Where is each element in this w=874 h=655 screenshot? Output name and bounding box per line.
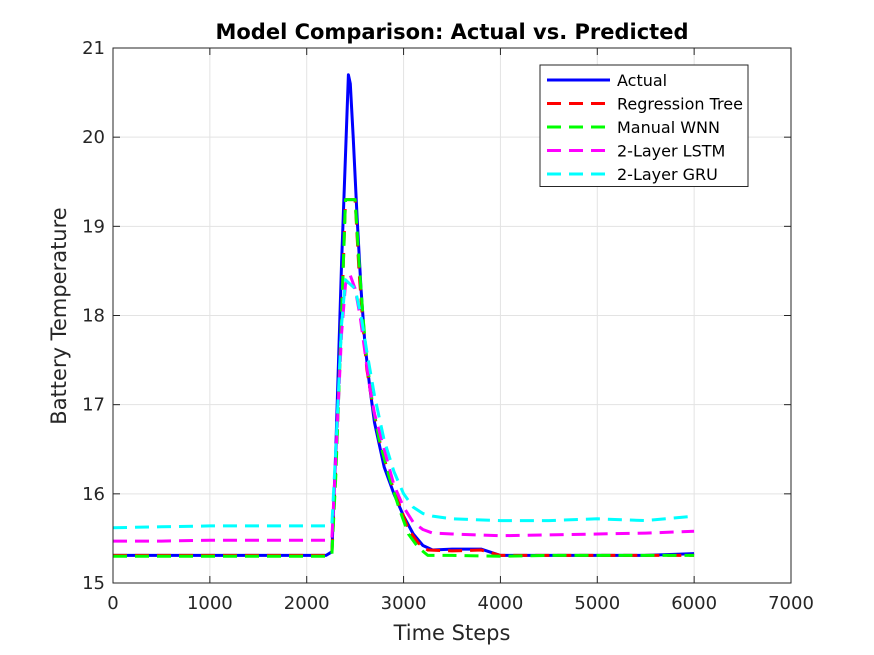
plot-series	[112, 73, 695, 558]
x-tick-label: 7000	[768, 593, 814, 614]
x-tick-label: 1000	[187, 593, 233, 614]
y-tick-label: 16	[82, 484, 105, 505]
y-tick-label: 19	[82, 216, 105, 237]
x-tick-label: 2000	[284, 593, 330, 614]
legend-label: Regression Tree	[617, 95, 743, 114]
legend: Actual Regression Tree Manual WNN 2-Layer L…	[539, 64, 749, 187]
axis-ticks: 0 1000 2000 3000 4000 5000 6000 7000 15 16 17 18 19 2…	[82, 38, 814, 614]
y-tick-label: 15	[82, 573, 105, 594]
legend-label: 2-Layer LSTM	[617, 142, 725, 161]
x-tick-label: 6000	[671, 593, 717, 614]
x-tick-label: 0	[107, 593, 118, 614]
y-tick-label: 20	[82, 127, 105, 148]
series-line-2-layer-gru	[112, 278, 695, 530]
x-axis-label: Time Steps	[393, 621, 511, 645]
x-tick-label: 4000	[478, 593, 524, 614]
x-tick-label: 3000	[381, 593, 427, 614]
y-axis-label: Battery Temperature	[47, 207, 71, 424]
y-tick-label: 17	[82, 395, 105, 416]
chart-title: Model Comparison: Actual vs. Predicted	[215, 20, 688, 44]
legend-label: Manual WNN	[617, 118, 720, 137]
x-tick-label: 5000	[574, 593, 620, 614]
series-line-2-layer-lstm	[113, 273, 695, 543]
legend-label: 2-Layer GRU	[617, 165, 718, 184]
y-tick-label: 18	[82, 306, 105, 327]
legend-label: Actual	[617, 71, 667, 90]
y-tick-label: 21	[82, 38, 105, 59]
